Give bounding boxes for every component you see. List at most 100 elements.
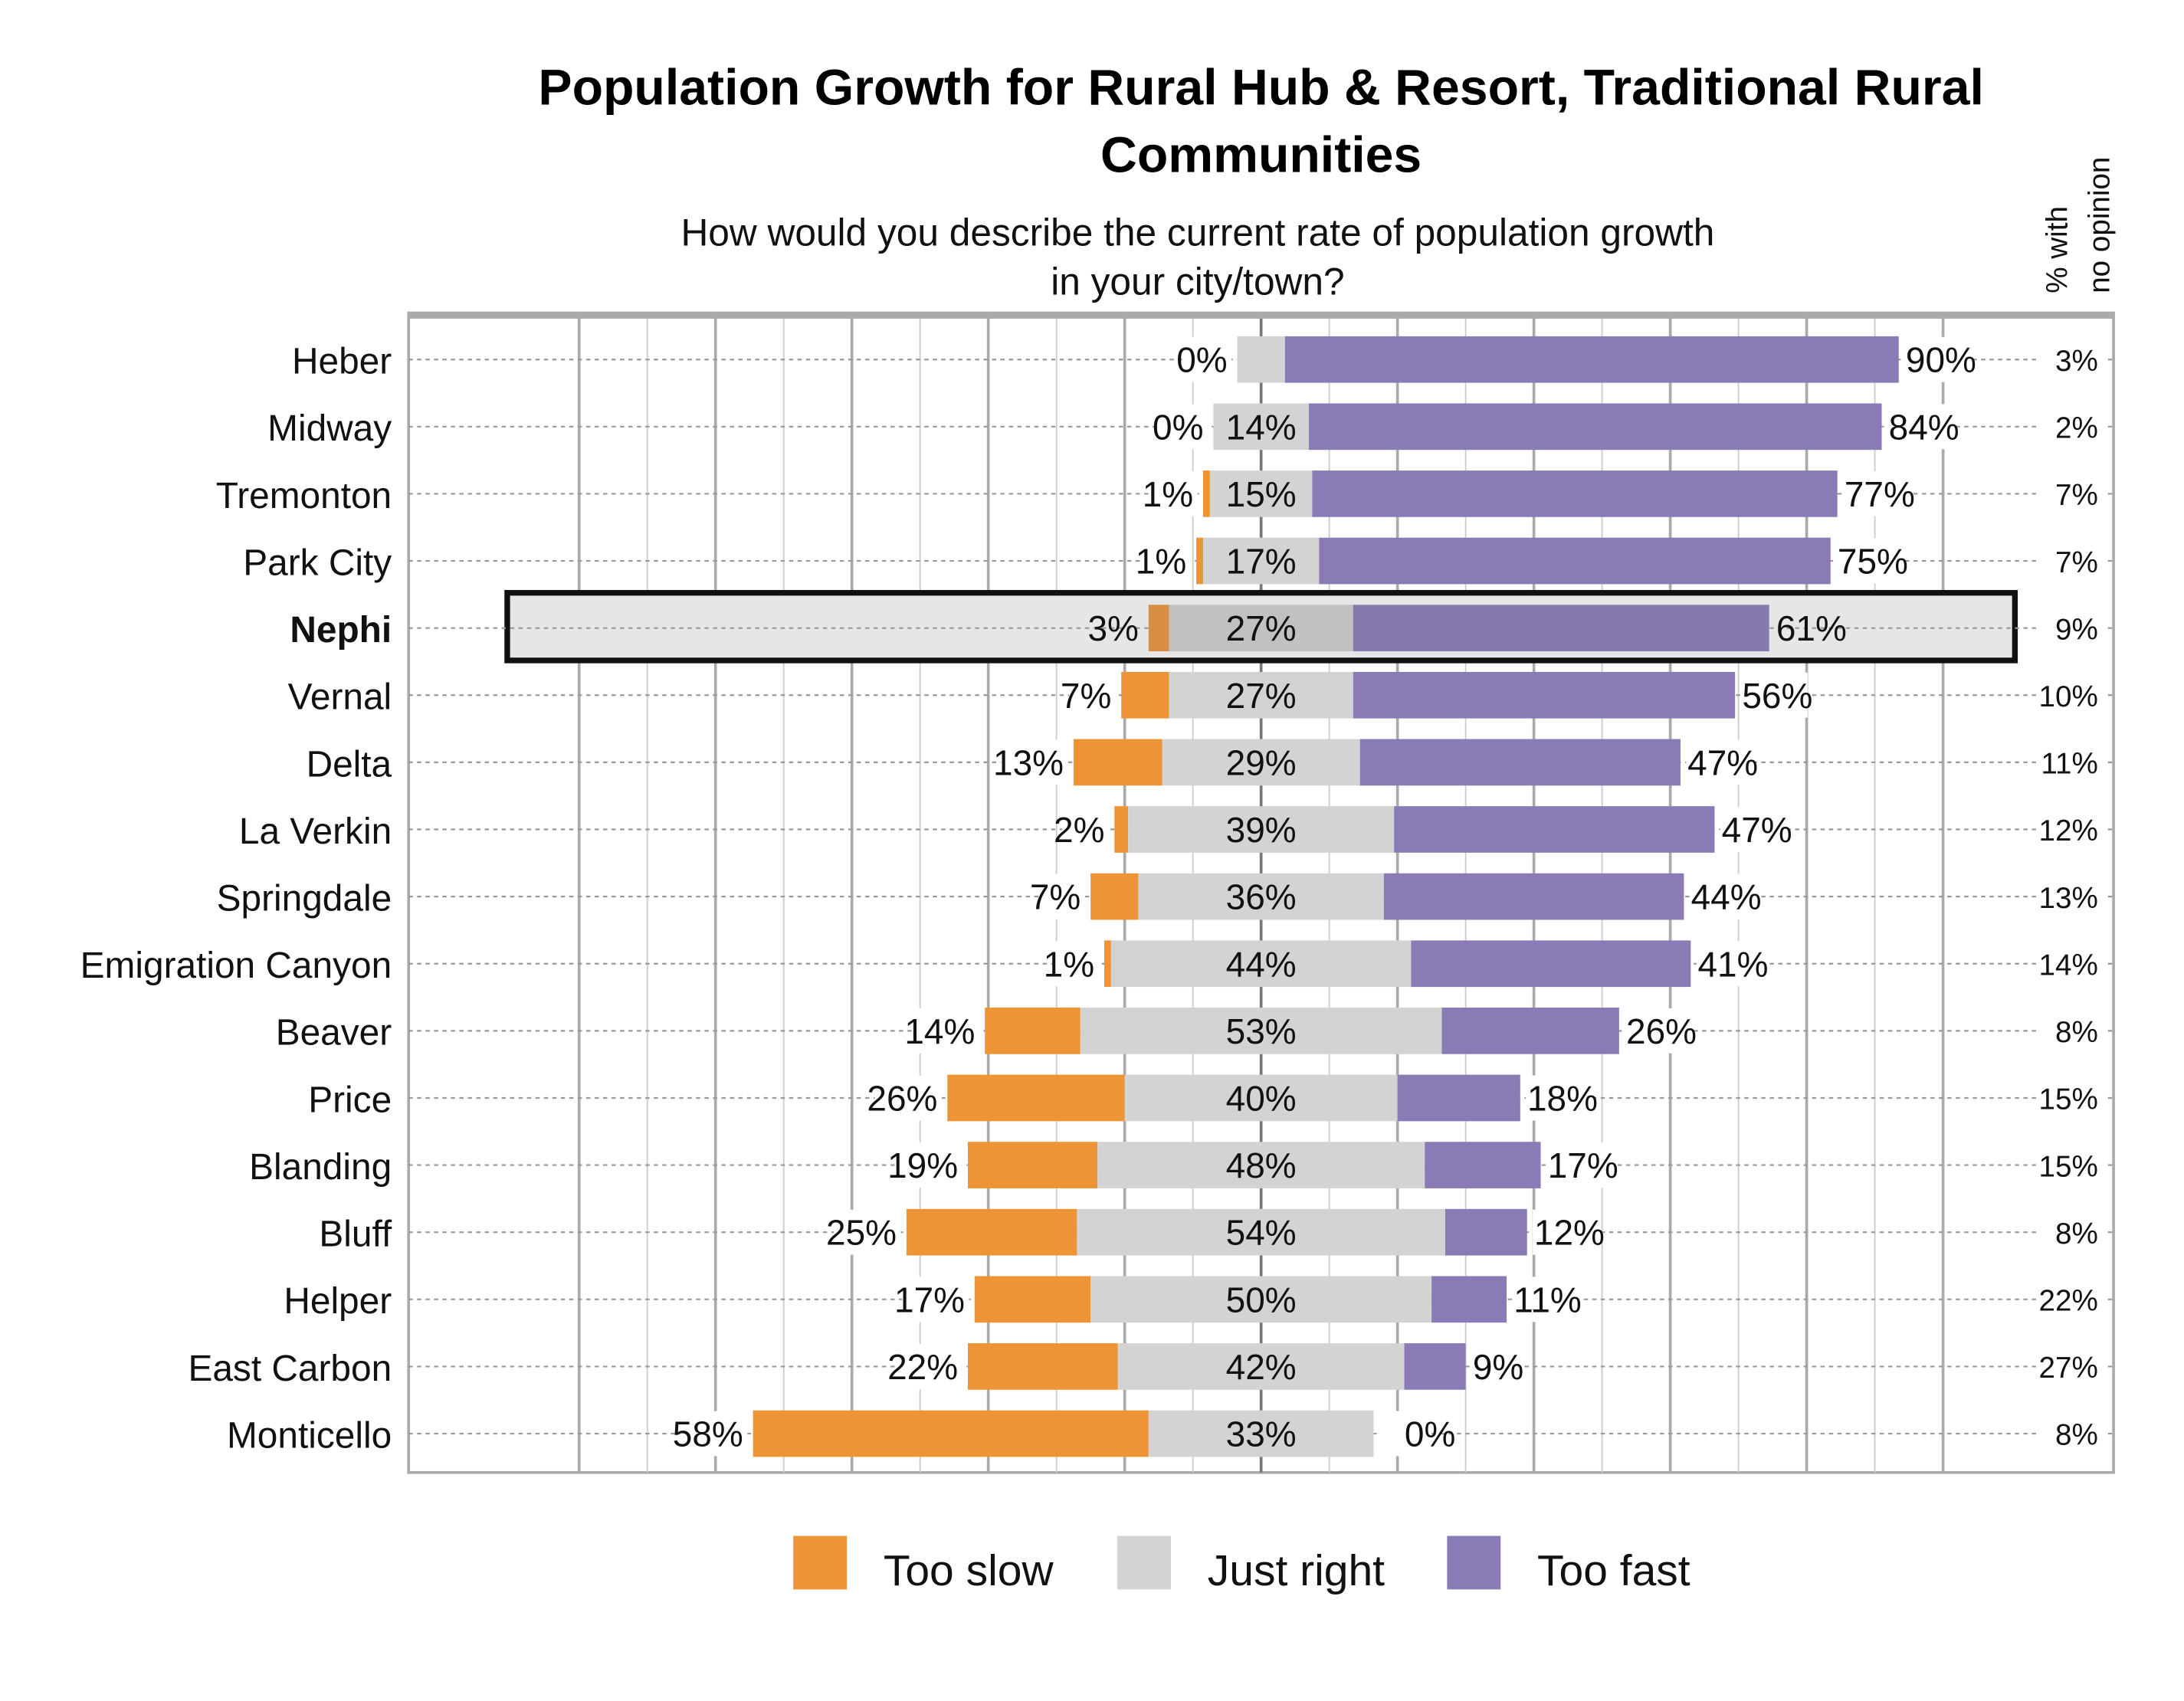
bar-too-slow — [906, 1208, 1077, 1256]
row-la-verkin: La Verkin 2% 39% 47% 12% — [239, 806, 2114, 853]
label-too-fast: 12% — [1534, 1213, 1605, 1253]
label-too-slow: 7% — [1030, 877, 1081, 917]
bar-too-slow — [1114, 806, 1129, 853]
bar-just-right — [1138, 873, 1384, 920]
label-too-fast: 61% — [1776, 608, 1847, 648]
label-bg — [2040, 1212, 2106, 1252]
row-emigration-canyon: Emigration Canyon 1% 44% 41% 14% — [80, 940, 2114, 988]
legend-label: Too slow — [884, 1546, 1054, 1595]
bar-too-slow — [753, 1410, 1149, 1457]
label-bg — [895, 1142, 962, 1188]
label-too-fast: 47% — [1722, 810, 1792, 850]
label-no-opinion: 12% — [2039, 814, 2098, 847]
bar-too-fast — [1353, 605, 1769, 652]
label-bg — [1546, 1142, 1614, 1188]
bar-too-fast — [1284, 336, 1899, 383]
no-opinion-header: no opinion — [2084, 157, 2117, 293]
label-no-opinion: 7% — [2055, 479, 2098, 512]
label-too-fast: 75% — [1838, 542, 1908, 582]
bar-too-slow — [1073, 739, 1163, 786]
label-too-slow: 22% — [887, 1347, 958, 1387]
bar-too-fast — [1394, 806, 1715, 853]
row-blanding: Blanding 19% 48% 17% 15% — [249, 1142, 2114, 1188]
bar-just-right — [1097, 1142, 1425, 1188]
bar-just-right — [1203, 537, 1320, 585]
chart-title: Communities — [1100, 127, 1422, 184]
bar-too-slow — [1148, 605, 1169, 652]
label-just-right: 36% — [1226, 877, 1297, 917]
label-too-fast: 56% — [1742, 676, 1812, 716]
label-bg — [2040, 1346, 2106, 1387]
label-too-fast: 84% — [1889, 407, 1959, 447]
bar-too-slow — [967, 1343, 1118, 1390]
bar-too-fast — [1445, 1208, 1527, 1256]
label-just-right: 50% — [1226, 1280, 1297, 1319]
category-label: Emigration Canyon — [80, 946, 392, 986]
label-too-fast: 47% — [1687, 742, 1758, 782]
bar-just-right — [1124, 1074, 1398, 1122]
label-bg — [2040, 1011, 2106, 1051]
label-bg — [1689, 873, 1757, 919]
label-bg — [2040, 943, 2106, 984]
label-bg — [2040, 608, 2106, 648]
category-label: Heber — [292, 342, 392, 382]
category-label: Nephi — [290, 610, 392, 651]
label-bg — [2040, 339, 2106, 379]
label-too-fast: 41% — [1697, 944, 1768, 984]
label-bg — [1526, 1075, 1593, 1121]
bar-just-right — [1077, 1208, 1445, 1256]
label-bg — [874, 1075, 942, 1121]
category-label: Springdale — [217, 879, 392, 919]
label-no-opinion: 9% — [2055, 613, 2098, 646]
category-label: Monticello — [227, 1415, 392, 1456]
no-opinion-header: % with — [2041, 206, 2074, 293]
label-bg — [834, 1209, 901, 1255]
label-too-slow: 3% — [1088, 608, 1139, 648]
row-helper: Helper 17% 50% 11% 22% — [284, 1276, 2114, 1323]
category-label: Blanding — [249, 1147, 392, 1188]
label-bg — [2040, 877, 2106, 916]
row-midway: Midway 0% 14% 84% 2% — [267, 403, 2114, 451]
label-too-fast: 18% — [1527, 1079, 1598, 1119]
label-bg — [1001, 739, 1068, 785]
bar-just-right — [1213, 403, 1309, 451]
row-price: Price 26% 40% 18% 15% — [308, 1074, 2114, 1122]
label-no-opinion: 8% — [2055, 1419, 2098, 1452]
label-just-right: 27% — [1226, 608, 1297, 648]
label-too-slow: 1% — [1143, 474, 1193, 514]
label-just-right: 53% — [1226, 1011, 1297, 1051]
row-park-city: Park City 1% 17% 75% 7% — [243, 537, 2114, 585]
legend-swatch — [1447, 1535, 1501, 1590]
label-bg — [895, 1344, 962, 1389]
label-bg — [2040, 1145, 2106, 1185]
category-label: Vernal — [288, 677, 392, 718]
label-bg — [2040, 1414, 2106, 1454]
category-label: Beaver — [276, 1013, 392, 1054]
label-bg — [1062, 807, 1109, 852]
legend-label: Too fast — [1537, 1546, 1690, 1595]
label-bg — [2040, 809, 2106, 850]
label-too-fast: 26% — [1626, 1011, 1697, 1051]
legend-swatch — [793, 1535, 848, 1590]
category-label: Bluff — [319, 1214, 392, 1255]
label-too-slow: 0% — [1153, 407, 1203, 447]
label-bg — [1512, 1277, 1579, 1322]
bar-too-slow — [985, 1008, 1081, 1054]
label-too-slow: 2% — [1054, 810, 1104, 850]
label-bg — [1051, 941, 1099, 987]
label-bg — [2040, 742, 2106, 782]
legend-item-too-fast: Too fast — [1447, 1535, 1690, 1595]
label-too-slow: 13% — [993, 742, 1064, 782]
bar-too-fast — [1404, 1343, 1466, 1390]
bar-too-slow — [947, 1074, 1125, 1122]
label-no-opinion: 11% — [2041, 748, 2097, 781]
label-bg — [1686, 739, 1753, 785]
label-bg — [2040, 1078, 2106, 1118]
label-bg — [1740, 672, 1808, 718]
chart-subtitle: How would you describe the current rate … — [680, 211, 1714, 254]
chart-subtitle: in your city/town? — [1051, 261, 1344, 303]
label-bg — [902, 1277, 969, 1322]
label-too-slow: 1% — [1136, 542, 1186, 582]
label-just-right: 40% — [1226, 1079, 1297, 1119]
label-bg — [1836, 538, 1904, 584]
